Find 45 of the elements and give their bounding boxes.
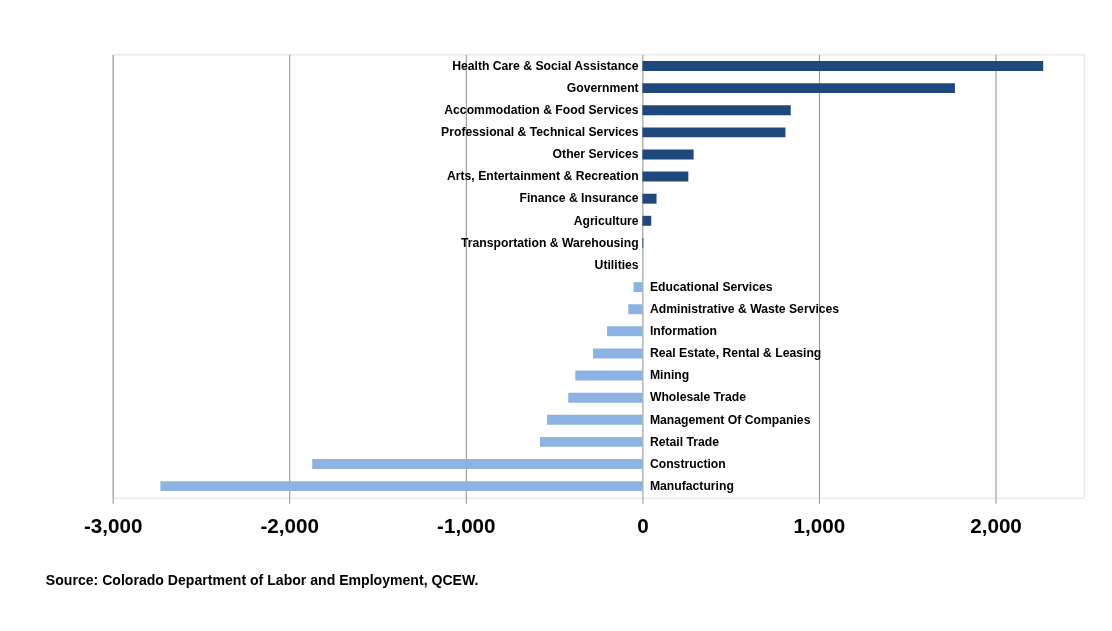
bar [592, 348, 643, 359]
x-tick-label: -2,000 [260, 513, 320, 537]
y-tick-label: Health Care & Social Assistance [452, 58, 639, 73]
x-tick-label: -1,000 [437, 513, 496, 537]
bar [628, 304, 643, 315]
y-tick-label: Arts, Entertainment & Recreation [446, 169, 639, 184]
y-tick-label: Information [649, 324, 717, 339]
x-tick-label: 2,000 [970, 513, 1022, 537]
bar [312, 459, 643, 469]
bar [575, 370, 643, 381]
x-tick-label: 0 [637, 513, 649, 537]
y-tick-label: Manufacturing [649, 478, 734, 493]
y-tick-label: Professional & Technical Services [441, 125, 639, 140]
y-tick-label: Real Estate, Rental & Leasing [649, 346, 822, 361]
y-tick-label: Administrative & Waste Services [649, 301, 840, 316]
y-tick-label: Transportation & Warehousing [461, 235, 639, 250]
y-tick-label: Agriculture [573, 213, 639, 228]
y-tick-label: Accommodation & Food Services [444, 103, 639, 117]
y-tick-label: Utilities [594, 257, 639, 272]
bar [607, 326, 643, 337]
bar [540, 436, 643, 447]
y-tick-label: Finance & Insurance [519, 191, 639, 206]
bar [642, 61, 1044, 71]
bar [642, 105, 791, 116]
y-tick-label: Government [566, 80, 639, 95]
bar [642, 127, 786, 138]
bar [642, 171, 689, 182]
bar [642, 149, 694, 160]
y-tick-label: Retail Trade [649, 434, 720, 449]
bar [633, 282, 643, 293]
x-tick-label: -3,000 [83, 513, 143, 537]
x-tick-label: 1,000 [793, 513, 846, 537]
y-tick-label: Management Of Companies [649, 412, 811, 427]
y-tick-label: Educational Services [649, 279, 773, 294]
bar [642, 193, 657, 204]
y-tick-label: Other Services [552, 147, 639, 162]
y-tick-label: Mining [649, 368, 690, 383]
bar [160, 481, 643, 492]
bar [642, 215, 652, 226]
bar [568, 392, 643, 403]
bar [642, 83, 955, 94]
bar [547, 414, 643, 425]
source-note: Source: Colorado Department of Labor and Employment, QCEW. [45, 572, 479, 589]
y-tick-label: Construction [649, 456, 726, 471]
y-tick-label: Wholesale Trade [649, 390, 747, 405]
